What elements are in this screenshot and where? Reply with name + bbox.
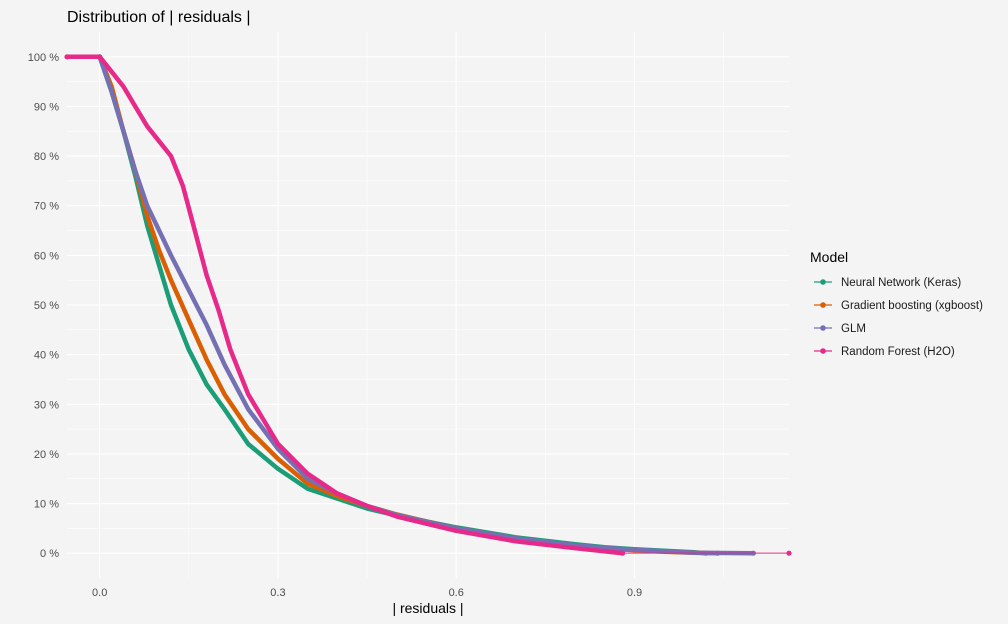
y-tick-label: 0 %	[40, 548, 59, 560]
series-group	[64, 54, 792, 556]
legend-label: Random Forest (H2O)	[841, 346, 955, 358]
legend-key-point	[820, 325, 826, 331]
x-axis-title: | residuals |	[392, 600, 463, 616]
y-tick-label: 30 %	[34, 399, 59, 411]
axis-ticks: 0 % 10 % 20 % 30 % 40 % 50 % 60 % 70 % 80 % 90 % 1…	[28, 52, 642, 599]
y-tick-label: 90 %	[34, 101, 59, 113]
y-tick-label: 40 %	[34, 350, 59, 362]
y-tick-label: 80 %	[34, 151, 59, 163]
legend-label: Gradient boosting (xgboost)	[841, 300, 983, 312]
series-point-random-forest-h2o	[64, 54, 70, 60]
legend-label: Neural Network (Keras)	[841, 277, 961, 289]
y-tick-label: 50 %	[34, 300, 59, 312]
series-line-glm	[97, 54, 756, 556]
gridlines	[67, 32, 789, 578]
series-outlier-point	[786, 550, 792, 556]
x-tick-label: 0.0	[92, 587, 107, 599]
legend-key-point	[820, 279, 826, 285]
legend-label: GLM	[841, 323, 866, 335]
x-tick-label: 0.3	[270, 587, 285, 599]
y-tick-label: 70 %	[34, 201, 59, 213]
legend-key-point	[820, 302, 826, 308]
x-tick-label: 0.9	[627, 587, 642, 599]
y-tick-label: 60 %	[34, 250, 59, 262]
x-tick-label: 0.6	[449, 587, 464, 599]
legend: Model Neural Network (Keras) Gradient boo…	[810, 249, 983, 358]
y-tick-label: 10 %	[34, 499, 59, 511]
series-line-random-forest-h2o	[64, 54, 625, 556]
legend-title: Model	[810, 249, 848, 265]
y-tick-label: 100 %	[28, 52, 59, 64]
legend-key-point	[820, 348, 826, 354]
y-tick-label: 20 %	[34, 449, 59, 461]
chart-title: Distribution of | residuals |	[67, 9, 251, 26]
